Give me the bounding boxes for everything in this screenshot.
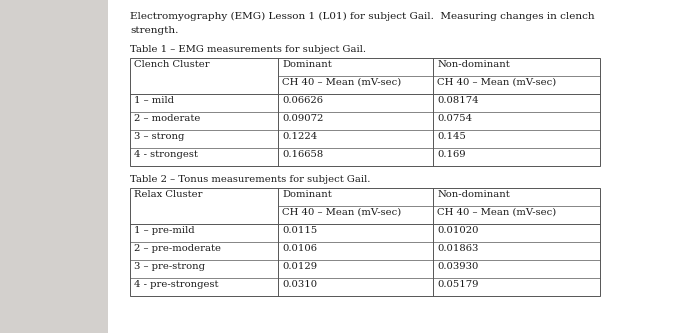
Text: 0.0754: 0.0754 <box>437 114 473 123</box>
Text: 0.169: 0.169 <box>437 150 466 159</box>
Text: 0.0106: 0.0106 <box>282 244 317 253</box>
Text: 3 – strong: 3 – strong <box>134 132 184 141</box>
Bar <box>108 0 700 333</box>
Text: 0.16658: 0.16658 <box>282 150 323 159</box>
Text: Clench Cluster: Clench Cluster <box>134 60 209 69</box>
Text: Table 1 – EMG measurements for subject Gail.: Table 1 – EMG measurements for subject G… <box>130 45 366 54</box>
Text: CH 40 – Mean (mV-sec): CH 40 – Mean (mV-sec) <box>282 208 401 217</box>
Text: 0.1224: 0.1224 <box>282 132 317 141</box>
Text: 0.145: 0.145 <box>437 132 466 141</box>
Text: 4 - pre-strongest: 4 - pre-strongest <box>134 280 218 289</box>
Text: 0.01863: 0.01863 <box>437 244 479 253</box>
Text: 0.01020: 0.01020 <box>437 226 479 235</box>
Text: CH 40 – Mean (mV-sec): CH 40 – Mean (mV-sec) <box>282 78 401 87</box>
Text: 0.06626: 0.06626 <box>282 96 323 105</box>
Bar <box>130 58 600 166</box>
Text: 0.0129: 0.0129 <box>282 262 317 271</box>
Text: 1 – pre-mild: 1 – pre-mild <box>134 226 195 235</box>
Text: CH 40 – Mean (mV-sec): CH 40 – Mean (mV-sec) <box>437 78 556 87</box>
Text: Relax Cluster: Relax Cluster <box>134 190 202 199</box>
Text: 0.08174: 0.08174 <box>437 96 479 105</box>
Text: 4 - strongest: 4 - strongest <box>134 150 198 159</box>
Text: 1 – mild: 1 – mild <box>134 96 174 105</box>
Text: Table 2 – Tonus measurements for subject Gail.: Table 2 – Tonus measurements for subject… <box>130 175 370 184</box>
Bar <box>130 188 600 296</box>
Text: Non-dominant: Non-dominant <box>437 190 510 199</box>
Text: CH 40 – Mean (mV-sec): CH 40 – Mean (mV-sec) <box>437 208 556 217</box>
Text: 0.03930: 0.03930 <box>437 262 479 271</box>
Text: Electromyography (EMG) Lesson 1 (L01) for subject Gail.  Measuring changes in cl: Electromyography (EMG) Lesson 1 (L01) fo… <box>130 12 594 21</box>
Text: 0.05179: 0.05179 <box>437 280 479 289</box>
Text: Dominant: Dominant <box>282 60 332 69</box>
Text: strength.: strength. <box>130 26 178 35</box>
Text: 0.0115: 0.0115 <box>282 226 317 235</box>
Text: Dominant: Dominant <box>282 190 332 199</box>
Text: 0.0310: 0.0310 <box>282 280 317 289</box>
Text: 0.09072: 0.09072 <box>282 114 323 123</box>
Text: 2 – moderate: 2 – moderate <box>134 114 200 123</box>
Text: 3 – pre-strong: 3 – pre-strong <box>134 262 205 271</box>
Text: 2 – pre-moderate: 2 – pre-moderate <box>134 244 221 253</box>
Text: Non-dominant: Non-dominant <box>437 60 510 69</box>
